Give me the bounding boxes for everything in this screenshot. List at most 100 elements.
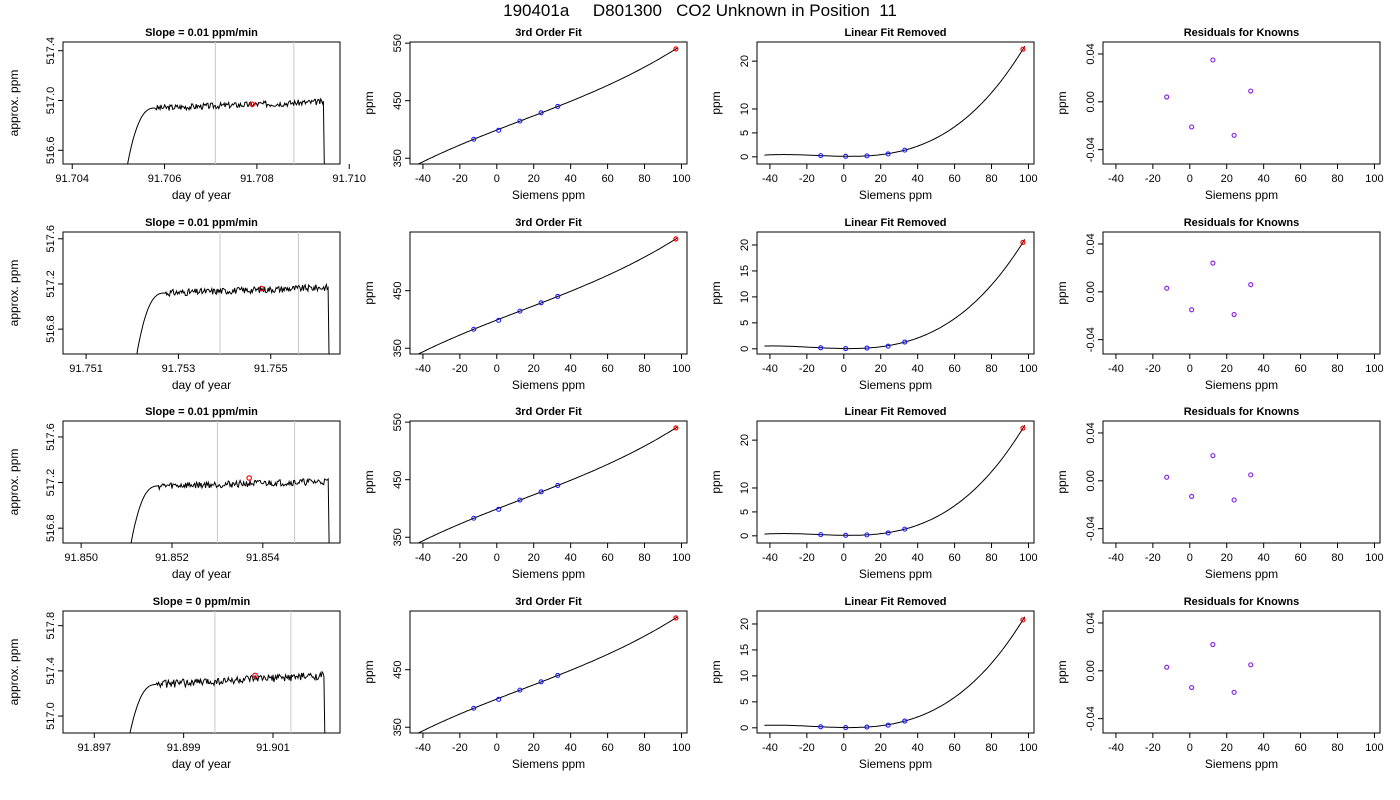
panel-r0c0: Slope = 0.01 ppm/min 91.704 91.706 91.708 91… bbox=[7, 27, 366, 202]
panel-r2c2: Linear Fit Removed -40 -20 0 20 40 60 80 100 0 5 10… bbox=[709, 406, 1038, 581]
known-point bbox=[471, 705, 477, 711]
y-tick-label: 20 bbox=[739, 55, 751, 67]
y-axis-label: ppm bbox=[709, 660, 723, 683]
y-tick-label: 5 bbox=[739, 509, 751, 515]
y-tick-label: 10 bbox=[739, 670, 751, 682]
y-tick-label: 15 bbox=[739, 265, 751, 277]
x-tick-label: 80 bbox=[985, 742, 997, 754]
y-tick-label: 15 bbox=[739, 644, 751, 656]
y-tick-label: -0.04 bbox=[1085, 516, 1097, 541]
y-tick-label: 517.4 bbox=[45, 37, 57, 65]
panel-title: 3rd Order Fit bbox=[515, 596, 582, 608]
y-tick-label: 0.04 bbox=[1085, 233, 1097, 254]
y-axis-label: ppm bbox=[1055, 660, 1069, 683]
x-axis-label: day of year bbox=[172, 188, 231, 202]
x-tick-label: 0 bbox=[1187, 173, 1193, 185]
x-tick-label: 0 bbox=[1187, 363, 1193, 375]
y-tick-label: 0.00 bbox=[1085, 470, 1097, 491]
y-axis-label: ppm bbox=[1055, 281, 1069, 304]
panel-title: Linear Fit Removed bbox=[844, 217, 946, 229]
unknown-marker bbox=[246, 475, 252, 481]
y-tick-label: 350 bbox=[392, 718, 404, 736]
panel-title: 3rd Order Fit bbox=[515, 217, 582, 229]
x-tick-label: -20 bbox=[799, 742, 815, 754]
unknown-marker bbox=[258, 285, 265, 292]
y-tick-label: 5 bbox=[739, 130, 751, 136]
y-tick-label: 450 bbox=[392, 661, 404, 679]
x-axis-label: Siemens ppm bbox=[1205, 188, 1278, 202]
residual-point bbox=[1248, 282, 1254, 288]
x-tick-label: 91.710 bbox=[332, 173, 366, 185]
y-tick-label: 350 bbox=[392, 339, 404, 357]
panel-r0c1: 3rd Order Fit -40 -20 0 20 40 60 80 100 350 450 550… bbox=[362, 27, 691, 202]
x-tick-label: -40 bbox=[1108, 363, 1124, 375]
y-tick-label: 0 bbox=[739, 533, 751, 539]
y-tick-label: 517.2 bbox=[45, 270, 57, 298]
x-tick-label: -20 bbox=[1145, 173, 1161, 185]
y-tick-label: -0.04 bbox=[1085, 327, 1097, 352]
x-tick-label: -40 bbox=[762, 173, 778, 185]
known-point bbox=[555, 103, 561, 110]
residual-point bbox=[1231, 132, 1237, 138]
x-tick-label: 60 bbox=[601, 363, 613, 375]
plot-frame bbox=[756, 231, 1035, 355]
known-point bbox=[818, 153, 824, 159]
x-tick-label: 91.901 bbox=[256, 742, 290, 754]
y-tick-label: 516.8 bbox=[45, 514, 57, 542]
x-tick-label: 0 bbox=[494, 552, 500, 564]
x-tick-label: -40 bbox=[415, 742, 431, 754]
known-point bbox=[496, 127, 502, 133]
x-tick-label: 91.704 bbox=[55, 173, 89, 185]
plot-frame bbox=[409, 610, 688, 734]
x-tick-label: 100 bbox=[1019, 363, 1037, 375]
x-tick-label: 80 bbox=[638, 173, 650, 185]
panel-title: Linear Fit Removed bbox=[844, 596, 946, 608]
plot-frame bbox=[62, 231, 341, 355]
y-tick-label: 550 bbox=[392, 34, 404, 52]
plot-area bbox=[1164, 453, 1254, 503]
known-point bbox=[818, 532, 824, 538]
residual-point bbox=[1231, 689, 1237, 695]
known-point bbox=[885, 343, 891, 349]
fit-curve bbox=[764, 616, 1026, 729]
fit-curve bbox=[417, 47, 679, 164]
x-tick-label: 60 bbox=[601, 552, 613, 564]
x-tick-label: 20 bbox=[875, 742, 887, 754]
known-point bbox=[496, 317, 502, 323]
panel-r1c2: Linear Fit Removed -40 -20 0 20 40 60 80 100 0 5 10… bbox=[709, 217, 1038, 392]
x-tick-label: 60 bbox=[948, 742, 960, 754]
residual-point bbox=[1164, 474, 1170, 480]
panel-title: Residuals for Knowns bbox=[1184, 217, 1300, 229]
panel-title: Residuals for Knowns bbox=[1184, 596, 1300, 608]
known-point bbox=[555, 482, 561, 489]
known-point bbox=[843, 345, 849, 352]
known-point bbox=[517, 687, 523, 693]
y-tick-label: 0.00 bbox=[1085, 660, 1097, 681]
panel-title: 3rd Order Fit bbox=[515, 406, 582, 418]
x-axis-label: Siemens ppm bbox=[1205, 757, 1278, 771]
known-point bbox=[864, 345, 870, 351]
known-point bbox=[864, 153, 870, 159]
x-tick-label: 60 bbox=[948, 173, 960, 185]
y-tick-label: 517.2 bbox=[45, 469, 57, 497]
known-point bbox=[496, 696, 502, 702]
unknown-marker bbox=[252, 672, 258, 679]
y-axis-label: ppm bbox=[1055, 91, 1069, 114]
x-tick-label: 40 bbox=[1258, 363, 1270, 375]
x-tick-label: 0 bbox=[841, 363, 847, 375]
y-tick-label: 516.8 bbox=[45, 315, 57, 343]
y-tick-label: 5 bbox=[739, 320, 751, 326]
x-axis-label: Siemens ppm bbox=[512, 188, 585, 202]
known-point bbox=[517, 497, 523, 503]
residual-point bbox=[1210, 57, 1216, 63]
x-tick-label: 60 bbox=[948, 363, 960, 375]
residual-point bbox=[1248, 662, 1254, 668]
y-tick-label: -0.04 bbox=[1085, 137, 1097, 162]
y-tick-label: 517.6 bbox=[45, 423, 57, 451]
residual-point bbox=[1164, 285, 1170, 291]
x-axis-label: Siemens ppm bbox=[859, 378, 932, 392]
y-tick-label: 450 bbox=[392, 92, 404, 110]
x-tick-label: 20 bbox=[875, 173, 887, 185]
y-tick-label: 517.8 bbox=[45, 612, 57, 640]
